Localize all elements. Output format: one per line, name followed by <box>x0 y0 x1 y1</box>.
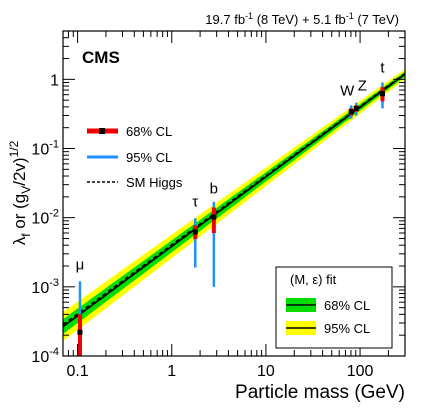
sm-higgs-line <box>62 72 406 326</box>
legend-entry-sm: SM Higgs <box>87 175 183 190</box>
x-tick-label: 0.1 <box>66 363 88 380</box>
fit-line <box>62 73 406 328</box>
point-marker <box>379 91 385 97</box>
legend-fit-title: (M, ε) fit <box>290 272 337 287</box>
point-label: τ <box>192 193 198 210</box>
point-marker <box>211 214 217 220</box>
legend-points: 68% CL 95% CL SM Higgs <box>87 124 183 190</box>
x-tick-label: 10 <box>257 363 275 380</box>
legend-fit-95: 95% CL <box>286 321 370 336</box>
point-label: Z <box>358 78 367 95</box>
legend-fit-68: 68% CL <box>286 298 370 313</box>
data-point-3: W <box>340 82 355 119</box>
data-point-0: μ <box>76 256 85 356</box>
point-marker <box>77 329 83 335</box>
data-point-1: τ <box>192 193 198 268</box>
data-point-5: t <box>379 60 385 109</box>
data-point-2: b <box>210 181 218 287</box>
experiment-label: CMS <box>82 48 120 67</box>
luminosity-label: 19.7 fb-1 (8 TeV) + 5.1 fb-1 (7 TeV) <box>205 11 399 27</box>
axis-tick-labels: 0.1 1 10 100 10-4 10-3 10-2 10-1 1 <box>31 72 373 380</box>
legend-entry-68: 68% CL <box>87 124 172 139</box>
point-label: W <box>340 82 355 99</box>
x-tick-label: 100 <box>347 363 374 380</box>
y-tick-label: 10-1 <box>31 139 59 159</box>
legend-fit: (M, ε) fit 68% CL 95% CL <box>275 266 393 349</box>
legend-label-sm: SM Higgs <box>126 175 183 190</box>
y-axis-label: λf or (gV/2v)1/2 <box>7 140 33 245</box>
y-tick-label: 1 <box>50 72 59 89</box>
y-tick-label: 10-2 <box>31 208 59 228</box>
point-marker <box>192 229 198 235</box>
legend-fit-label-68: 68% CL <box>324 298 370 313</box>
legend-label-68: 68% CL <box>126 124 172 139</box>
legend-label-95: 95% CL <box>126 150 172 165</box>
legend-fit-label-95: 95% CL <box>324 321 370 336</box>
y-tick-label: 10-4 <box>31 346 59 366</box>
point-label: b <box>210 181 218 198</box>
point-marker <box>353 105 359 111</box>
point-marker <box>348 109 354 115</box>
x-axis-label: Particle mass (GeV) <box>235 382 405 403</box>
x-tick-label: 1 <box>167 363 176 380</box>
plot-frame <box>62 30 406 357</box>
y-tick-label: 10-3 <box>31 277 59 297</box>
data-points: μ τb W Zt <box>76 60 385 356</box>
fit-lines <box>62 72 406 328</box>
point-label: μ <box>76 256 85 273</box>
data-point-4: Z <box>353 78 367 116</box>
point-label: t <box>380 60 385 77</box>
legend-entry-95: 95% CL <box>87 150 172 165</box>
